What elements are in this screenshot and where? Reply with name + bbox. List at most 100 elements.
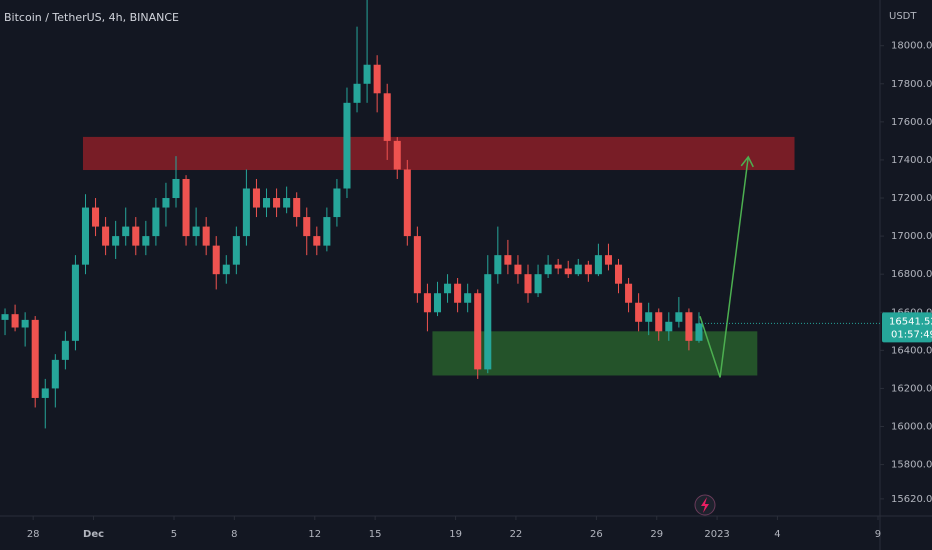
candle-body <box>31 319 39 398</box>
alert-icon <box>694 494 716 516</box>
zone <box>82 136 795 171</box>
candle-body <box>1 314 9 320</box>
candle-body <box>464 293 472 303</box>
candle-body <box>403 169 411 237</box>
candle-body <box>655 312 663 332</box>
candle-body <box>604 255 612 265</box>
candle-body <box>594 255 602 275</box>
y-tick-label: 17000.00 <box>891 231 932 242</box>
y-tick-label: 16800.00 <box>891 269 932 280</box>
candle-body <box>393 140 401 170</box>
candle-body <box>343 102 351 189</box>
candle-body <box>51 359 59 389</box>
candle-body <box>353 83 361 103</box>
x-tick-label: 2023 <box>704 529 729 540</box>
y-tick-label: 18000.00 <box>891 41 932 52</box>
y-tick-label: 17800.00 <box>891 79 932 90</box>
y-tick-label: 16400.00 <box>891 345 932 356</box>
candle-body <box>423 293 431 313</box>
candle-body <box>222 264 230 275</box>
candle-body <box>333 188 341 218</box>
candle-body <box>273 198 281 208</box>
candle-body <box>11 314 19 328</box>
candle-body <box>293 198 301 218</box>
candle-body <box>61 340 69 360</box>
candle-body <box>242 188 250 237</box>
candle-body <box>444 283 452 294</box>
candle-body <box>212 245 220 275</box>
y-tick-label: 17600.00 <box>891 117 932 128</box>
candle-body <box>514 264 522 275</box>
candle-body <box>71 264 79 341</box>
y-tick-label: 15800.00 <box>891 460 932 471</box>
candle-body <box>102 226 110 246</box>
candle-body <box>504 255 512 265</box>
x-tick-label: 12 <box>308 529 321 540</box>
candle-body <box>484 274 492 370</box>
candle-body <box>363 64 371 84</box>
y-tick-label: 16000.00 <box>891 422 932 433</box>
candle-body <box>92 207 100 227</box>
candle-body <box>262 198 271 208</box>
candle-body <box>303 217 311 237</box>
candle-body <box>554 264 562 269</box>
x-tick-label: 9 <box>875 529 881 540</box>
candle-body <box>614 264 623 284</box>
candle-body <box>494 255 502 275</box>
candle-body <box>413 236 421 294</box>
last-price-box <box>882 312 932 343</box>
candle-body <box>564 268 572 275</box>
candle-body <box>142 236 150 246</box>
candle-body <box>524 274 532 294</box>
x-tick-label: Dec <box>83 529 104 540</box>
y-tick-label: 16200.00 <box>891 383 932 394</box>
candle-body <box>313 236 321 246</box>
candle-body <box>635 302 643 322</box>
x-tick-label: 19 <box>449 529 462 540</box>
candle-body <box>584 264 592 275</box>
candle-body <box>152 207 160 237</box>
x-tick-label: 26 <box>590 529 603 540</box>
candle-body <box>383 93 391 141</box>
candle-body <box>122 226 130 237</box>
candle-body <box>544 264 552 275</box>
countdown-label: 01:57:49 <box>891 329 932 340</box>
last-price-label: 16541.52 <box>889 316 932 327</box>
x-tick-label: 22 <box>510 529 523 540</box>
candle-body <box>373 64 381 94</box>
candle-body <box>454 283 462 303</box>
y-tick-label: 15620.00 <box>891 494 932 505</box>
x-tick-label: 4 <box>774 529 780 540</box>
candle-body <box>283 198 291 208</box>
candle-body <box>202 226 210 246</box>
x-tick-label: 28 <box>27 529 40 540</box>
arrow-head <box>740 155 754 168</box>
y-unit: USDT <box>889 11 917 22</box>
x-tick-label: 15 <box>369 529 382 540</box>
candle-body <box>665 321 673 332</box>
candle-body <box>685 312 693 341</box>
candle-body <box>172 178 180 199</box>
x-tick-label: 29 <box>650 529 663 540</box>
x-tick-label: 5 <box>171 529 177 540</box>
candle-body <box>21 319 29 328</box>
candle-body <box>182 178 190 237</box>
candle-body <box>192 226 200 237</box>
candle-body <box>132 226 140 246</box>
candle-body <box>112 236 120 246</box>
candle-body <box>645 312 653 322</box>
candle-body <box>433 293 442 313</box>
candle-body <box>41 388 49 398</box>
y-tick-label: 17200.00 <box>891 193 932 204</box>
candle-body <box>625 283 633 303</box>
forecast-arrow <box>699 156 749 378</box>
chart-title: Bitcoin / TetherUS, 4h, BINANCE <box>4 11 179 24</box>
candle-body <box>232 236 240 265</box>
candle-body <box>675 312 683 322</box>
y-tick-label: 17400.00 <box>891 155 932 166</box>
candle-body <box>574 264 582 275</box>
candle-body <box>162 198 170 208</box>
candle-body <box>695 323 703 341</box>
